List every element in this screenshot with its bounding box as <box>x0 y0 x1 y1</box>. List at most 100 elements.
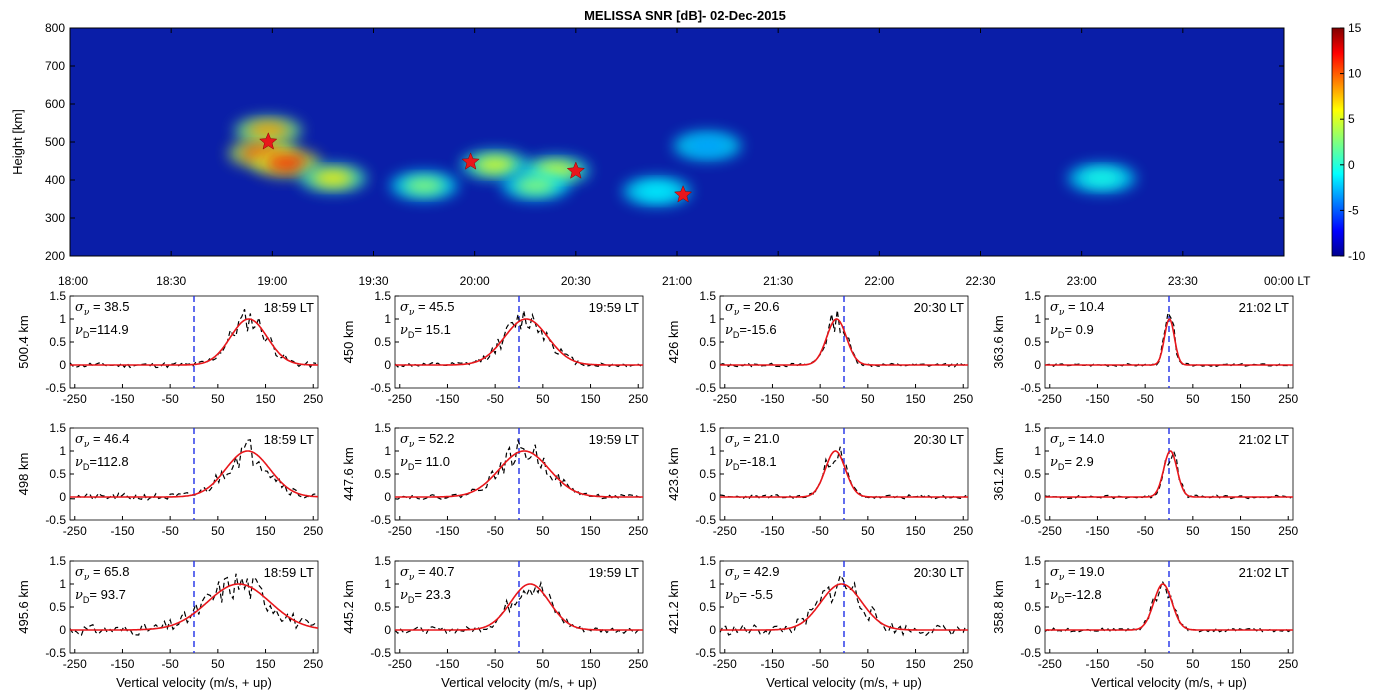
gaussian-fit <box>1045 318 1293 366</box>
echo-blob <box>474 156 515 173</box>
x-tick-label: 19:00 <box>257 274 287 288</box>
x-tick-label: 50 <box>861 657 875 671</box>
nu-symbol: ν <box>75 455 83 470</box>
measured-spectrum <box>394 438 642 501</box>
x-tick-label: -150 <box>1085 392 1109 406</box>
event-markers <box>259 132 693 203</box>
spectrum-panel: -0.5 0 0.5 1 1.5 -250 -150 -50 50 150 250 σν = 21.0… <box>666 421 974 538</box>
x-axis-label: Vertical velocity (m/s, + up) <box>116 675 272 690</box>
heatmap-y-label: Height [km] <box>10 109 25 175</box>
spectrum-panel: -0.5 0 0.5 1 1.5 -250 -150 -50 50 150 250 σν = 42.9… <box>666 554 974 690</box>
x-tick-label: -150 <box>110 392 134 406</box>
x-tick-label: 150 <box>581 524 601 538</box>
gaussian-fit <box>720 583 968 631</box>
vd-value: = 11.0 <box>414 454 450 469</box>
y-tick-label: 1 <box>384 312 391 326</box>
x-tick-label: 18:00 <box>58 274 88 288</box>
nu-symbol: ν <box>400 455 408 470</box>
x-axis-label: Vertical velocity (m/s, + up) <box>1091 675 1247 690</box>
x-tick-label: -250 <box>1038 657 1062 671</box>
y-tick-label: 1.5 <box>699 289 716 303</box>
sigma-annotation: σν = 45.5 <box>400 299 454 318</box>
x-tick-label: 150 <box>906 392 926 406</box>
y-tick-label: 1.5 <box>49 289 66 303</box>
measured-spectrum <box>1044 579 1292 633</box>
colorbar-tick-label: -10 <box>1348 249 1366 263</box>
nu-subscript: D <box>733 330 740 340</box>
sigma-symbol: σ <box>725 565 735 580</box>
vd-annotation: νD=114.9 <box>75 322 129 340</box>
vd-annotation: νD= -5.5 <box>725 587 773 605</box>
x-axis-label: Vertical velocity (m/s, + up) <box>441 675 597 690</box>
nu-symbol: ν <box>75 323 83 338</box>
time-label: 18:59 LT <box>264 565 314 580</box>
y-tick-label: 0.5 <box>49 600 66 614</box>
x-tick-label: -150 <box>760 392 784 406</box>
y-tick-label: 1 <box>59 577 66 591</box>
x-tick-label: -250 <box>63 657 87 671</box>
y-tick-label: 0 <box>384 490 391 504</box>
sigma-subscript: ν <box>734 573 740 583</box>
x-tick-label: 18:30 <box>156 274 186 288</box>
nu-symbol: ν <box>1050 323 1058 338</box>
x-tick-label: 250 <box>953 657 973 671</box>
y-tick-label: 0 <box>384 623 391 637</box>
x-tick-label: -50 <box>811 524 829 538</box>
spectrum-panel: -0.5 0 0.5 1 1.5 -250 -150 -50 50 150 250 σν = 19.0… <box>991 554 1299 690</box>
x-tick-label: 150 <box>581 657 601 671</box>
time-label: 21:02 LT <box>1239 432 1289 447</box>
gaussian-fit <box>395 450 643 498</box>
nu-symbol: ν <box>400 588 408 603</box>
x-tick-label: 50 <box>211 392 225 406</box>
gaussian-fit <box>395 583 643 631</box>
vd-annotation: νD=112.8 <box>75 454 129 472</box>
sigma-subscript: ν <box>84 440 90 450</box>
nu-subscript: D <box>408 595 415 605</box>
x-tick-label: 250 <box>1278 657 1298 671</box>
x-axis-label: Vertical velocity (m/s, + up) <box>766 675 922 690</box>
nu-symbol: ν <box>1050 455 1058 470</box>
x-tick-label: 50 <box>536 524 550 538</box>
y-tick-label: 0 <box>1034 490 1041 504</box>
sigma-subscript: ν <box>734 440 740 450</box>
sigma-annotation: σν = 19.0 <box>1050 564 1104 583</box>
height-label: 423.6 km <box>666 447 681 500</box>
sigma-annotation: σν = 42.9 <box>725 564 779 583</box>
x-tick-label: 250 <box>628 657 648 671</box>
y-tick-label: 500 <box>45 135 65 149</box>
x-tick-label: 20:00 <box>460 274 490 288</box>
y-tick-label: 400 <box>45 173 65 187</box>
spectrum-panel: -0.5 0 0.5 1 1.5 -250 -150 -50 50 150 250 σν = 65.8… <box>16 554 324 690</box>
height-label: 447.6 km <box>341 447 356 500</box>
sigma-symbol: σ <box>725 300 735 315</box>
x-tick-label: -50 <box>1136 392 1154 406</box>
gaussian-fit <box>1045 583 1293 631</box>
spectrum-panel: -0.5 0 0.5 1 1.5 -250 -150 -50 50 150 250 σν = 20.6… <box>666 289 974 406</box>
vd-value: =112.8 <box>89 454 128 469</box>
x-tick-label: -150 <box>760 657 784 671</box>
y-tick-label: 1 <box>384 444 391 458</box>
sigma-symbol: σ <box>1050 432 1060 447</box>
y-tick-label: 0.5 <box>49 335 66 349</box>
x-tick-label: 20:30 <box>561 274 591 288</box>
x-tick-label: 50 <box>211 657 225 671</box>
y-tick-label: 200 <box>45 249 65 263</box>
x-tick-label: -250 <box>1038 524 1062 538</box>
y-tick-label: -0.5 <box>1020 381 1041 395</box>
sigma-subscript: ν <box>409 440 415 450</box>
x-tick-label: -150 <box>435 392 459 406</box>
y-tick-label: 0.5 <box>699 600 716 614</box>
y-tick-label: -0.5 <box>695 646 716 660</box>
nu-symbol: ν <box>400 323 408 338</box>
y-tick-label: 1.5 <box>49 421 66 435</box>
time-label: 19:59 LT <box>589 300 639 315</box>
y-tick-label: 700 <box>45 59 65 73</box>
height-label: 426 km <box>666 321 681 364</box>
heatmap-y-axis: 200 300 400 500 600 700 800 <box>45 21 1284 263</box>
y-tick-label: -0.5 <box>45 646 66 660</box>
nu-symbol: ν <box>725 588 733 603</box>
y-tick-label: 0.5 <box>699 335 716 349</box>
y-tick-label: 1 <box>1034 444 1041 458</box>
x-tick-label: -250 <box>388 392 412 406</box>
